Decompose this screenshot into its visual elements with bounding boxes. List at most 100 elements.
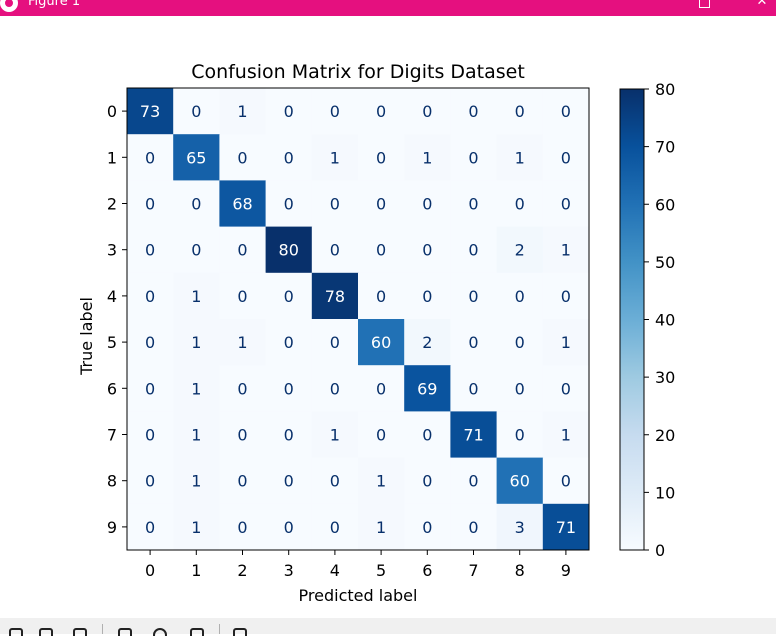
x-tick-label: 2	[237, 561, 247, 580]
y-tick-label: 1	[107, 148, 117, 167]
heatmap-cell	[450, 365, 498, 412]
colorbar-tick-label: 0	[655, 541, 665, 560]
cell-value-label: 0	[422, 195, 432, 214]
heatmap-cell	[311, 134, 359, 181]
window-title: Figure 1	[28, 0, 81, 9]
cell-value-label: 1	[191, 426, 201, 445]
cell-value-label: 0	[468, 518, 478, 537]
cell-value-label: 0	[422, 472, 432, 491]
cell-value-label: 0	[422, 426, 432, 445]
cell-value-label: 0	[191, 102, 201, 121]
cell-value-label: 1	[376, 518, 386, 537]
cell-value-label: 0	[145, 333, 155, 352]
heatmap-cell	[450, 134, 498, 181]
window-titlebar: Figure 1 ✕	[0, 0, 776, 16]
cell-value-label: 0	[191, 195, 201, 214]
heatmap-cell	[542, 503, 590, 551]
heatmap-cell	[496, 457, 544, 505]
forward-icon[interactable]	[70, 626, 90, 636]
heatmap-cell	[127, 88, 174, 135]
maximize-button[interactable]	[694, 0, 714, 12]
y-axis-ticks: 0 1 2 3 4 5 6 7 8 9	[107, 102, 127, 537]
heatmap-cell	[265, 134, 313, 181]
cell-value-label: 0	[145, 426, 155, 445]
cell-value-label: 0	[376, 241, 386, 260]
heatmap-cell	[358, 503, 405, 551]
cell-value-label: 1	[191, 333, 201, 352]
cell-value-label: 2	[515, 241, 525, 260]
heatmap-cell	[311, 503, 359, 551]
heatmap-cell	[404, 180, 451, 228]
cell-value-label: 1	[330, 148, 340, 167]
heatmap-cell	[450, 319, 498, 366]
cell-value-label: 1	[515, 148, 525, 167]
cell-value-label: 0	[284, 518, 294, 537]
heatmap-cell	[265, 319, 313, 366]
cell-value-label: 80	[279, 241, 299, 260]
cell-value-label: 0	[237, 472, 247, 491]
cell-value-label: 1	[191, 518, 201, 537]
colorbar-ticks: 0 10 20 30 40 50 60 70 80	[644, 80, 675, 560]
cell-value-label: 0	[145, 518, 155, 537]
cell-value-label: 0	[468, 379, 478, 398]
cell-value-label: 0	[237, 426, 247, 445]
colorbar	[619, 88, 645, 551]
cell-value-label: 0	[284, 472, 294, 491]
heatmap-cell	[496, 411, 544, 459]
heatmap-cell	[219, 180, 267, 228]
maximize-icon	[698, 0, 710, 8]
cell-value-label: 0	[515, 195, 525, 214]
colorbar-tick-label: 20	[655, 426, 675, 445]
cell-value-label: 2	[422, 333, 432, 352]
cell-value-label: 1	[376, 472, 386, 491]
cell-value-label: 60	[510, 472, 530, 491]
cell-value-label: 60	[371, 333, 391, 352]
heatmap-cell	[542, 319, 590, 366]
back-icon[interactable]	[36, 626, 56, 636]
heatmap-cell	[127, 134, 174, 181]
y-tick-label: 9	[107, 518, 117, 537]
heatmap-cell	[173, 88, 220, 135]
cell-value-label: 0	[284, 148, 294, 167]
heatmap-cell	[404, 319, 451, 366]
y-tick-label: 6	[107, 379, 117, 398]
x-axis-ticks: 0 1 2 3 4 5 6 7 8 9	[145, 550, 571, 580]
cell-value-label: 0	[376, 148, 386, 167]
cell-value-label: 1	[237, 102, 247, 121]
heatmap-cell	[450, 226, 498, 274]
cell-value-label: 0	[515, 379, 525, 398]
close-button[interactable]: ✕	[756, 0, 768, 9]
heatmap-cell	[496, 134, 544, 181]
cell-value-label: 0	[468, 102, 478, 121]
heatmap-cell	[127, 365, 174, 412]
heatmap-cell	[173, 134, 220, 181]
cell-value-label: 0	[330, 472, 340, 491]
home-icon[interactable]	[6, 626, 26, 636]
heatmap-cell	[127, 319, 174, 366]
y-tick-label: 8	[107, 472, 117, 491]
cell-value-label: 0	[422, 518, 432, 537]
cell-value-label: 0	[145, 287, 155, 306]
heatmap-cell	[311, 180, 359, 228]
colorbar-tick-label: 80	[655, 80, 675, 99]
cell-value-label: 0	[515, 426, 525, 445]
cell-value-label: 65	[186, 148, 206, 167]
cell-value-label: 73	[140, 102, 160, 121]
heatmap-cell	[173, 503, 220, 551]
cell-value-label: 0	[237, 241, 247, 260]
cell-value-label: 0	[376, 195, 386, 214]
cell-value-label: 68	[232, 195, 252, 214]
cell-value-label: 0	[145, 472, 155, 491]
cell-value-label: 3	[515, 518, 525, 537]
pan-icon[interactable]	[115, 626, 135, 636]
cell-value-label: 0	[284, 333, 294, 352]
heatmap-cell	[404, 503, 451, 551]
zoom-icon[interactable]	[150, 626, 170, 636]
save-icon[interactable]	[230, 626, 250, 636]
configure-subplots-icon[interactable]	[187, 626, 207, 636]
cell-value-label: 0	[376, 426, 386, 445]
plot-frame	[126, 87, 590, 551]
cell-value-label: 0	[145, 148, 155, 167]
cell-value-label: 0	[468, 333, 478, 352]
cell-value-label: 0	[330, 195, 340, 214]
